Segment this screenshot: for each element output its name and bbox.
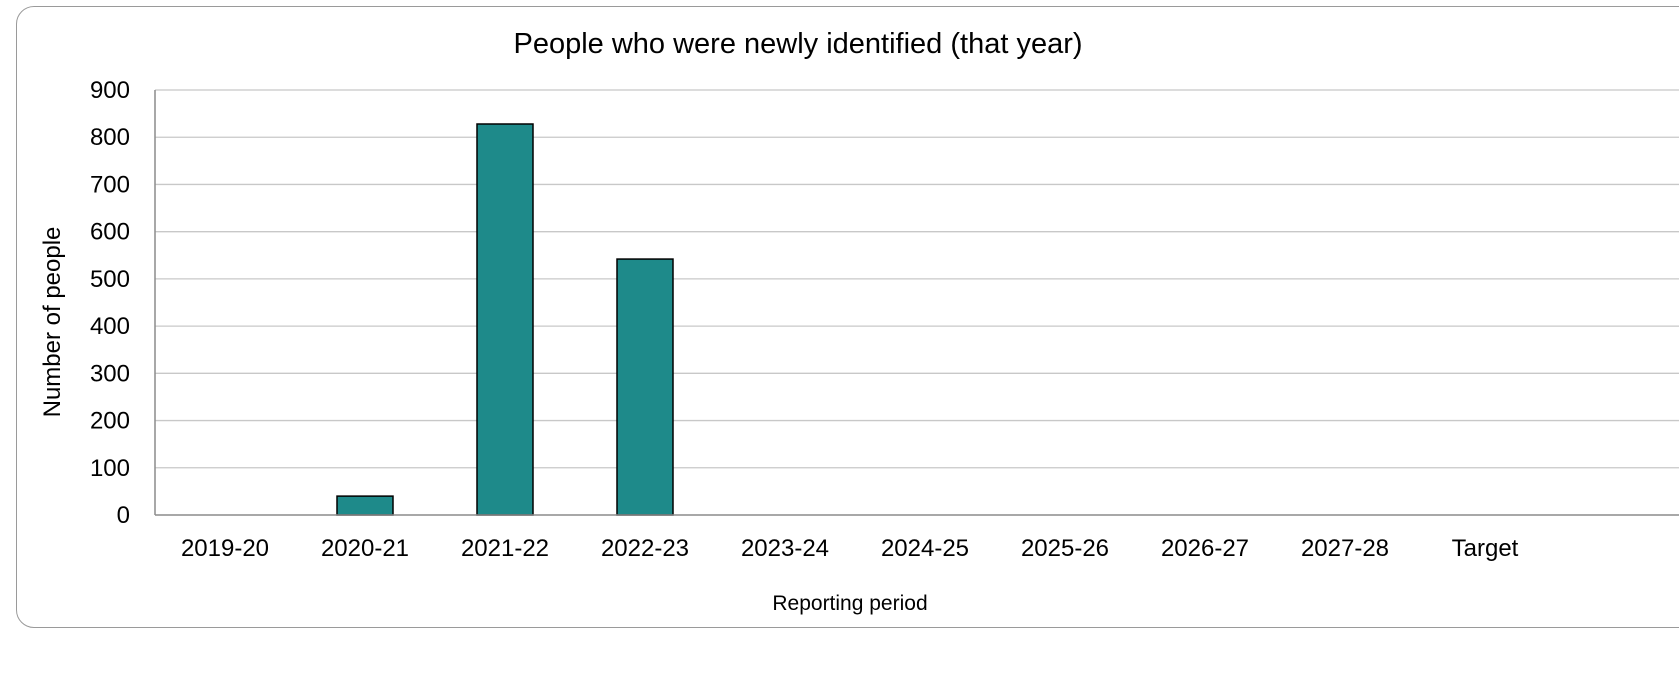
bar-2020-21	[336, 495, 394, 516]
x-tick-label: 2024-25	[881, 535, 969, 562]
y-tick-label: 400	[90, 313, 130, 340]
y-tick-label: 900	[90, 77, 130, 104]
y-tick-label: 0	[117, 502, 130, 529]
y-tick-label: 300	[90, 360, 130, 387]
x-tick-label: 2023-24	[741, 535, 829, 562]
y-tick-label: 200	[90, 408, 130, 435]
chart-title: People who were newly identified (that y…	[513, 28, 1082, 60]
y-tick-label: 700	[90, 171, 130, 198]
y-tick-label: 600	[90, 219, 130, 246]
x-tick-label: 2027-28	[1301, 535, 1389, 562]
x-tick-label: 2025-26	[1021, 535, 1109, 562]
x-tick-label: 2019-20	[181, 535, 269, 562]
y-tick-labels: 0 100 200 300 400 500 600 700 800 900	[90, 77, 130, 529]
y-tick-label: 100	[90, 455, 130, 482]
y-tick-label: 500	[90, 266, 130, 293]
x-tick-label: 2020-21	[321, 535, 409, 562]
bar-2022-23	[616, 258, 674, 516]
x-tick-label: 2026-27	[1161, 535, 1249, 562]
bars	[336, 123, 674, 516]
bar-2021-22	[476, 123, 534, 516]
chart-frame	[16, 6, 1679, 628]
x-tick-labels: 2019-20 2020-21 2021-22 2022-23 2023-24 2024-…	[181, 535, 1519, 562]
gridlines	[155, 89, 1679, 469]
x-tick-label: Target	[1452, 535, 1519, 562]
axes	[154, 90, 1679, 516]
x-tick-label: 2022-23	[601, 535, 689, 562]
y-tick-label: 800	[90, 124, 130, 151]
x-tick-label: 2021-22	[461, 535, 549, 562]
x-axis-label: Reporting period	[772, 592, 927, 615]
y-axis-label: Number of people	[39, 227, 66, 418]
